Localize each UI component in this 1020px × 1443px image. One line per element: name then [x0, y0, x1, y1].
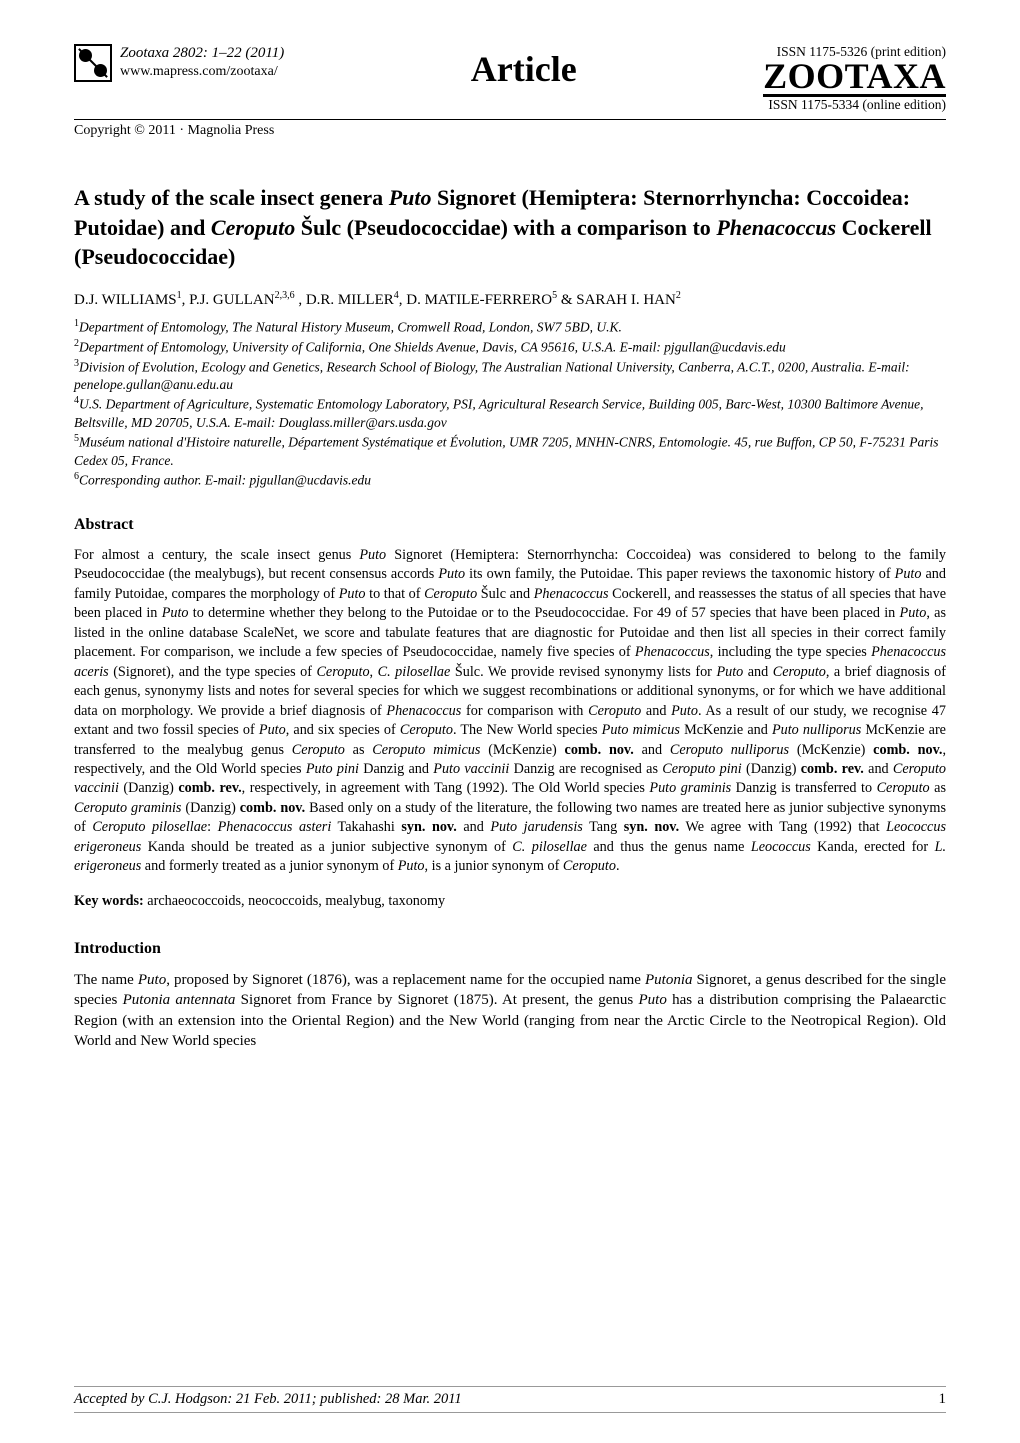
affiliation-5: 5Muséum national d'Histoire naturelle, D…: [74, 432, 946, 470]
journal-url: www.mapress.com/zootaxa/: [120, 63, 284, 81]
affiliation-6: 6Corresponding author. E-mail: pjgullan@…: [74, 470, 946, 490]
keywords-label: Key words:: [74, 893, 144, 909]
journal-reference: Zootaxa 2802: 1–22 (2011): [120, 44, 284, 63]
zootaxa-brand: ZOOTAXA: [763, 58, 946, 97]
keywords-text: archaeococcoids, neococcoids, mealybug, …: [144, 893, 445, 909]
authors-line: D.J. WILLIAMS1, P.J. GULLAN2,3,6 , D.R. …: [74, 290, 946, 309]
title-genus1: Puto: [389, 185, 432, 210]
title-genus2: Ceroputo: [211, 215, 295, 240]
introduction-body: The name Puto, proposed by Signoret (187…: [74, 970, 946, 1052]
page-number: 1: [939, 1391, 947, 1408]
page-header: Zootaxa 2802: 1–22 (2011) www.mapress.co…: [74, 44, 946, 113]
issn-online: ISSN 1175-5334 (online edition): [768, 97, 946, 113]
affiliation-1: 1Department of Entomology, The Natural H…: [74, 317, 946, 337]
keywords-line: Key words: archaeococcoids, neococcoids,…: [74, 893, 946, 910]
affiliation-3: 3Division of Evolution, Ecology and Gene…: [74, 357, 946, 395]
article-title: A study of the scale insect genera Puto …: [74, 183, 946, 272]
zootaxa-logo-icon: [74, 44, 112, 82]
introduction-heading: Introduction: [74, 940, 946, 958]
bibliographic-block: Zootaxa 2802: 1–22 (2011) www.mapress.co…: [120, 44, 284, 80]
accepted-line: Accepted by C.J. Hodgson: 21 Feb. 2011; …: [74, 1391, 462, 1408]
affiliations: 1Department of Entomology, The Natural H…: [74, 317, 946, 490]
copyright-text: Copyright © 2011 · Magnolia Press: [74, 123, 274, 139]
header-right: ISSN 1175-5326 (print edition) ZOOTAXA I…: [763, 44, 946, 113]
copyright-row: Copyright © 2011 · Magnolia Press: [74, 119, 946, 139]
page-footer: Accepted by C.J. Hodgson: 21 Feb. 2011; …: [74, 1386, 946, 1413]
abstract-body: For almost a century, the scale insect g…: [74, 546, 946, 877]
header-left: Zootaxa 2802: 1–22 (2011) www.mapress.co…: [74, 44, 284, 82]
affiliation-2: 2Department of Entomology, University of…: [74, 337, 946, 357]
title-part1: A study of the scale insect genera: [74, 185, 389, 210]
article-label: Article: [471, 48, 577, 90]
abstract-heading: Abstract: [74, 516, 946, 534]
title-part3: Šulc (Pseudococcidae) with a comparison …: [295, 215, 716, 240]
affiliation-4: 4U.S. Department of Agriculture, Systema…: [74, 394, 946, 432]
title-genus3: Phenacoccus: [716, 215, 836, 240]
